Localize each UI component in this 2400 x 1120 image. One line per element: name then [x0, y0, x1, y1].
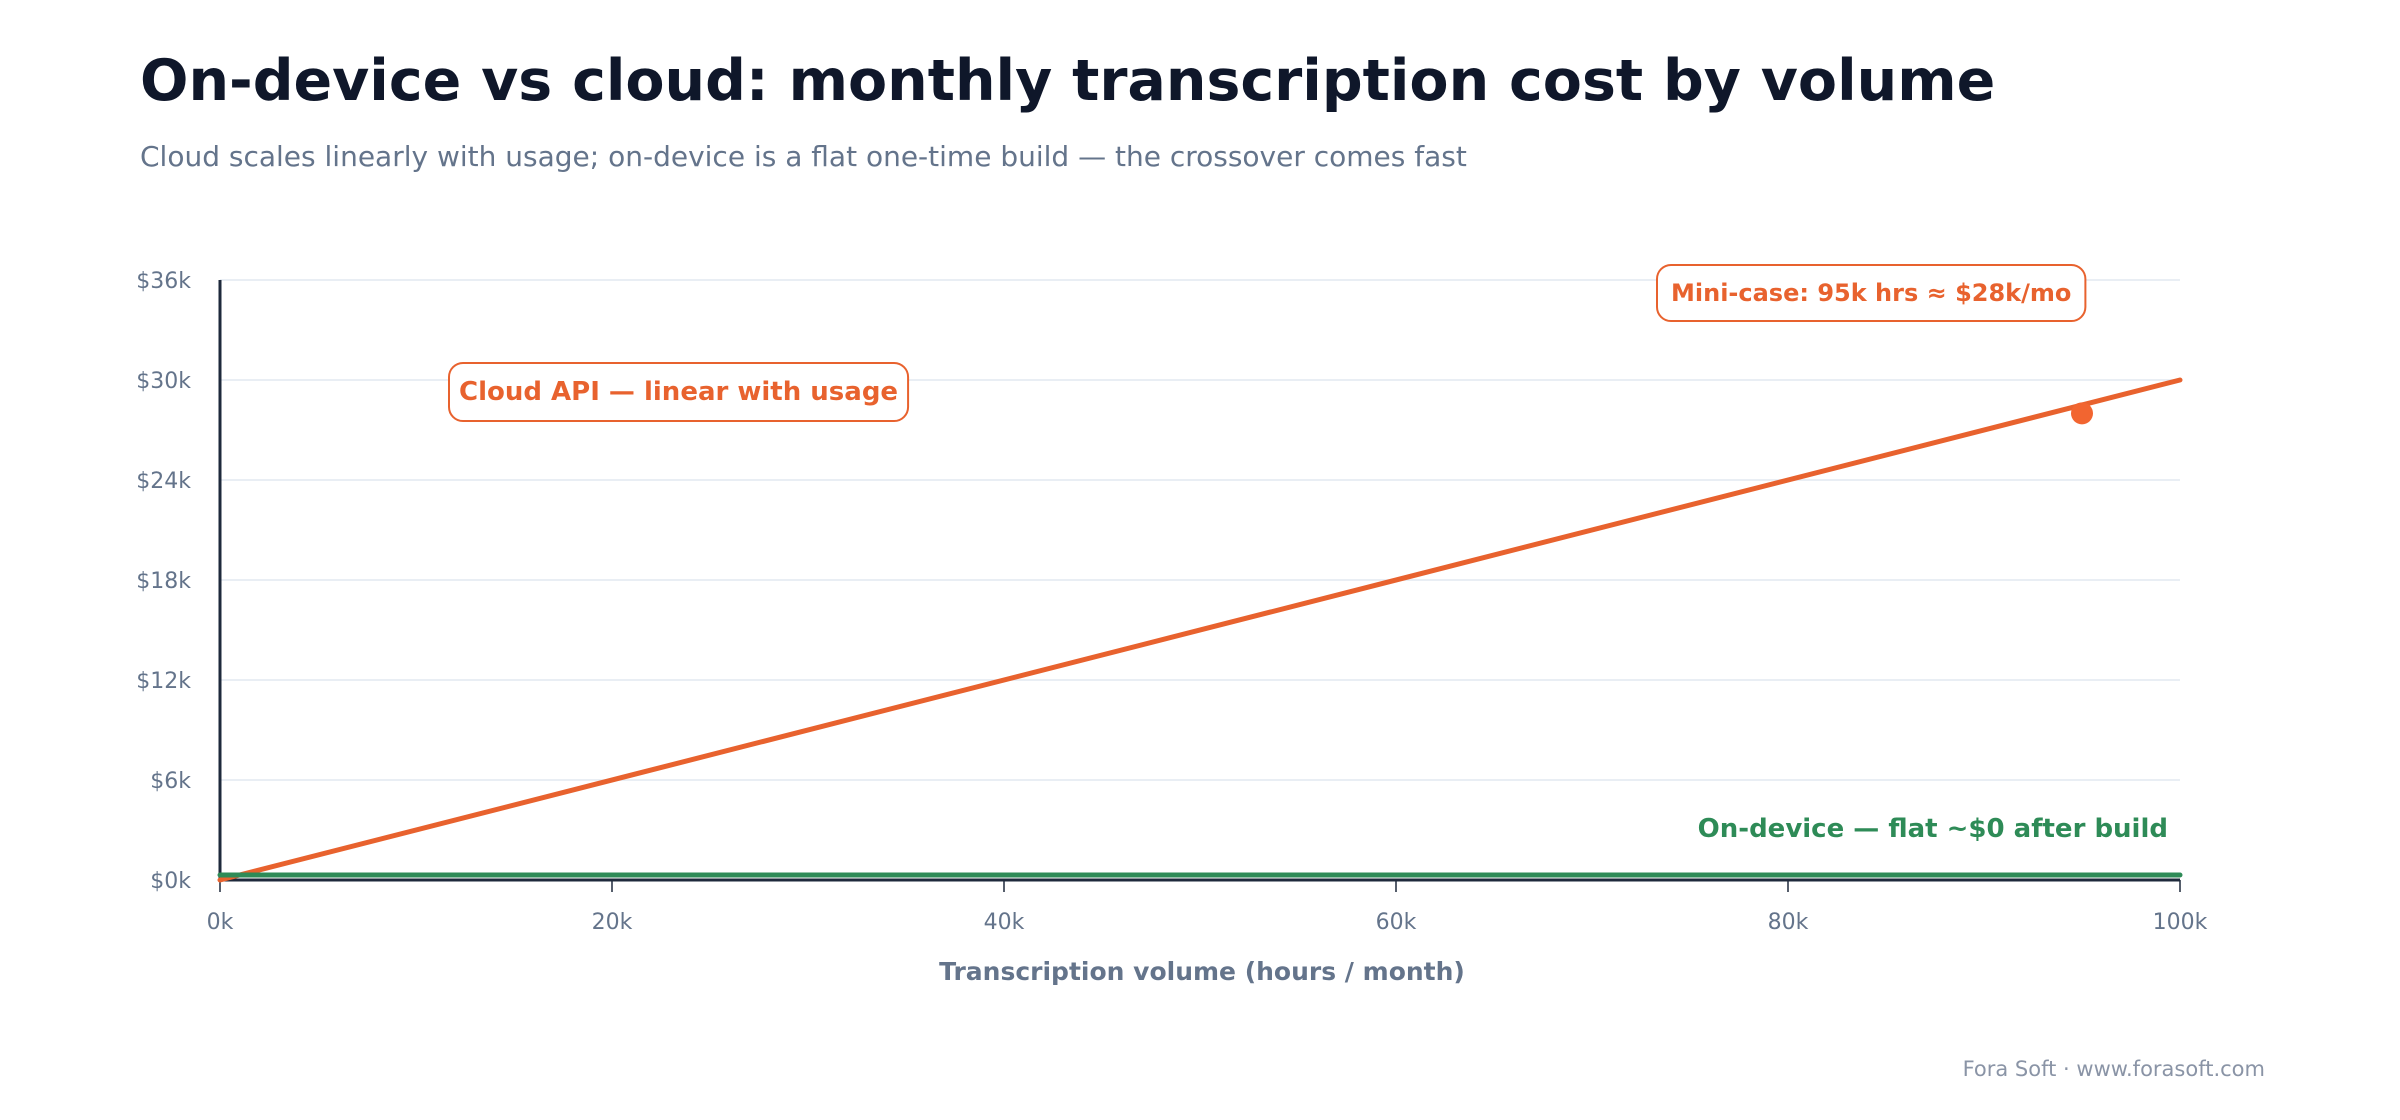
x-tick-label: 20k: [592, 910, 633, 935]
y-tick-label: $36k: [136, 269, 191, 294]
y-tick-label: $0k: [150, 869, 191, 894]
x-tick-label: 80k: [1768, 910, 1809, 935]
annotation-box: [448, 362, 910, 422]
footer-credit: Fora Soft · www.forasoft.com: [1962, 1057, 2265, 1081]
axis-ticks: $0k $6k $12k $18k $24k $30k $36k 0k 20k 40k 60k 80k…: [136, 269, 2207, 935]
y-tick-label: $18k: [136, 569, 191, 594]
chart-subtitle: Cloud scales linearly with usage; on-dev…: [140, 140, 1467, 173]
annotation-box: [1656, 264, 2087, 322]
annotation-text: On-device — flat ~$0 after build: [1698, 814, 2168, 844]
y-tick-label: $6k: [150, 769, 191, 794]
x-tick-label: 0k: [207, 910, 234, 935]
annotation-mini-case: Mini-case: 95k hrs ≈ $28k/mo: [1656, 264, 2087, 322]
series-lines: [217, 377, 2183, 883]
annotation-on-device-label: On-device — flat ~$0 after build: [1698, 814, 2168, 844]
chart-title: On-device vs cloud: monthly transcriptio…: [140, 48, 1996, 114]
axes: [218, 280, 2180, 882]
y-tick-label: $24k: [136, 469, 191, 494]
y-tick-label: $12k: [136, 669, 191, 694]
x-tick-label: 100k: [2153, 910, 2208, 935]
x-axis-title: Transcription volume (hours / month): [939, 957, 1465, 986]
annotation-text: Mini-case: 95k hrs ≈ $28k/mo: [1671, 279, 2071, 307]
annotation-cloud-label: Cloud API — linear with usage: [448, 362, 910, 422]
x-tick-label: 40k: [984, 910, 1025, 935]
x-tick-label: 60k: [1376, 910, 1417, 935]
annotations: Cloud API — linear with usage Mini-case: …: [448, 264, 2168, 844]
series-line-cloud: [217, 377, 2183, 883]
highlight-point: [2071, 402, 2093, 425]
annotation-text: Cloud API — linear with usage: [459, 377, 898, 407]
y-tick-label: $30k: [136, 369, 191, 394]
